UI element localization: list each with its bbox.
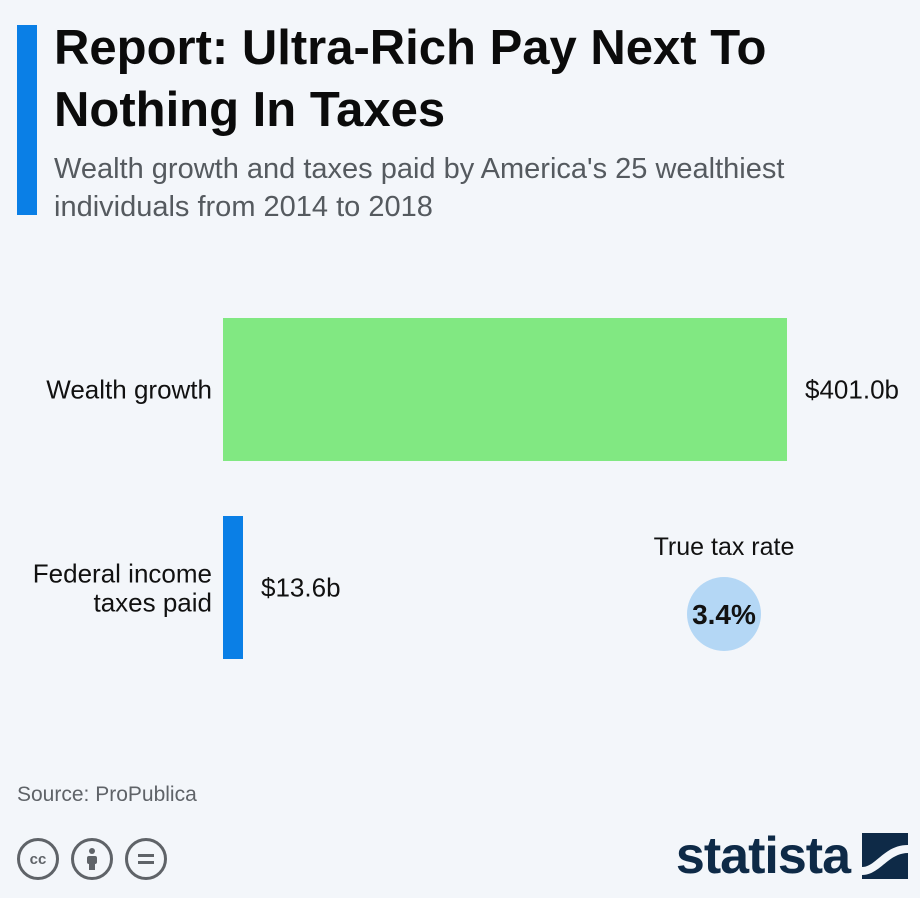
brand-name: statista bbox=[675, 827, 851, 885]
statista-logo[interactable]: statista bbox=[676, 828, 908, 884]
annotation-label: True tax rate bbox=[654, 533, 795, 561]
tax-rate-value: 3.4% bbox=[692, 599, 756, 630]
bar-0 bbox=[223, 318, 787, 461]
no-derivatives-icon[interactable] bbox=[125, 838, 167, 880]
attribution-icon[interactable] bbox=[71, 838, 113, 880]
accent-bar bbox=[17, 25, 37, 215]
tax-rate-bubble bbox=[687, 577, 761, 651]
value-label-0: $401.0b bbox=[805, 375, 899, 405]
value-label-1: $13.6b bbox=[261, 573, 341, 603]
cc-icon[interactable]: cc bbox=[17, 838, 59, 880]
category-label-1: Federal income taxes paid bbox=[33, 559, 212, 618]
license-icons: cc bbox=[17, 838, 167, 880]
chart-subtitle: Wealth growth and taxes paid by America'… bbox=[54, 153, 785, 223]
statista-mark-icon bbox=[862, 833, 908, 879]
category-label-0: Wealth growth bbox=[46, 375, 212, 405]
source-note: Source: ProPublica bbox=[17, 783, 197, 806]
chart-title: Report: Ultra-Rich Pay Next To Nothing I… bbox=[54, 21, 767, 137]
bar-1 bbox=[223, 516, 243, 659]
bar-chart: Wealth growth $401.0b Federal income taxes … bbox=[33, 318, 899, 659]
